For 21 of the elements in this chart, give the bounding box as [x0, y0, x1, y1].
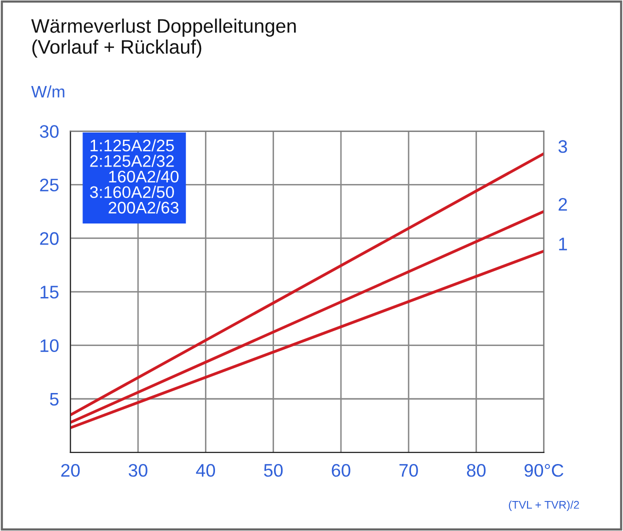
y-tick-label: 15 — [40, 286, 59, 299]
y-tick-label: 20 — [40, 232, 59, 245]
x-tick-label: 40 — [196, 464, 216, 477]
x-tick-label: 50 — [264, 464, 283, 477]
y-axis-title: W/m — [31, 85, 64, 98]
series-label: 3 — [558, 140, 568, 153]
x-axis-title: (TVL + TVR)/2 — [508, 500, 579, 511]
x-tick-label: 30 — [128, 464, 148, 477]
y-tick-label: 5 — [50, 392, 59, 406]
x-tick-label: 20 — [61, 464, 80, 477]
chart-title: Wärmeverlust Doppelleitungen (Vorlauf + Rücklauf) — [31, 18, 296, 58]
x-tick-label: 90°C — [524, 464, 564, 477]
y-tick-label: 30 — [40, 125, 59, 138]
annotation: 1:125A2/25 2:125A2/32 160A2/40 3:160A2/50 200A2/63 — [90, 139, 179, 214]
series-label: 1 — [559, 238, 567, 250]
series-label: 2 — [558, 198, 567, 211]
x-tick-label: 60 — [332, 464, 350, 477]
x-tick-label: 80 — [466, 464, 486, 477]
x-tick-label: 70 — [399, 464, 418, 477]
y-tick-label: 25 — [40, 178, 59, 192]
y-tick-label: 10 — [40, 339, 59, 352]
